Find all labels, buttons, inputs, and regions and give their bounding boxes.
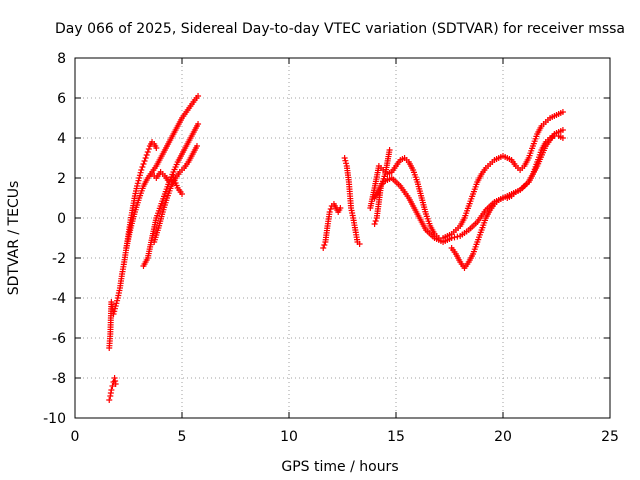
data-point-track-a <box>139 164 146 170</box>
x-tick-label: 10 <box>280 429 298 445</box>
data-point-track-a <box>144 149 151 155</box>
data-point-track-a <box>136 175 143 181</box>
data-point-track-g <box>320 245 327 251</box>
data-point-track-a <box>111 305 118 312</box>
data-point-track-a <box>134 183 141 189</box>
data-point-track-a <box>145 146 152 152</box>
data-point-track-h <box>342 157 349 164</box>
data-point-track-g <box>321 242 328 248</box>
data-point-track-a <box>141 158 148 164</box>
chart-title: Day 066 of 2025, Sidereal Day-to-day VTE… <box>55 21 625 37</box>
data-point-track-l <box>371 221 378 227</box>
data-point-track-g <box>337 205 344 211</box>
y-tick-label: -4 <box>52 291 66 307</box>
data-point-track-b <box>112 381 119 387</box>
data-point-track-j <box>451 234 458 241</box>
data-point-track-a <box>112 303 119 309</box>
data-point-track-a <box>143 152 150 158</box>
data-point-track-a <box>135 177 142 184</box>
data-point-track-a <box>137 169 144 176</box>
data-point-track-c <box>195 93 202 99</box>
x-tick-label: 0 <box>71 429 80 445</box>
data-point-track-g <box>326 209 333 215</box>
y-tick-label: 2 <box>57 171 66 187</box>
data-point-track-l <box>386 147 393 153</box>
plot-frame <box>74 57 611 419</box>
data-point-track-a <box>110 311 117 317</box>
data-point-track-a <box>134 180 141 187</box>
y-tick-label: -2 <box>52 251 66 267</box>
y-tick-label: 8 <box>57 51 66 67</box>
data-point-track-j <box>559 127 566 133</box>
grid <box>75 58 610 418</box>
data-point-track-g <box>327 206 334 212</box>
x-tick-label: 15 <box>387 429 405 445</box>
axis-ticks: 0 5 10 15 20 25 -10 -8 -6 -4 -2 0 2 4 6 8 <box>43 51 619 445</box>
x-axis-label: GPS time / hours <box>281 459 398 475</box>
data-points <box>106 93 566 403</box>
data-point-track-l <box>372 218 379 224</box>
y-tick-label: -8 <box>52 371 66 387</box>
x-tick-label: 25 <box>601 429 619 445</box>
data-point-track-h <box>343 160 350 167</box>
y-tick-label: -6 <box>52 331 66 347</box>
data-point-track-a <box>114 297 121 304</box>
x-tick-label: 20 <box>494 429 512 445</box>
data-point-track-a <box>153 145 160 151</box>
data-point-track-k <box>559 135 566 141</box>
data-point-track-f <box>179 191 185 197</box>
data-point-track-a <box>113 300 120 307</box>
data-point-track-a <box>140 161 147 167</box>
x-tick-label: 5 <box>178 429 187 445</box>
data-point-track-j <box>454 233 461 240</box>
y-tick-label: -10 <box>43 411 66 427</box>
data-point-track-b <box>109 383 116 389</box>
data-point-track-a <box>111 308 118 315</box>
y-tick-label: 0 <box>57 211 66 227</box>
data-point-track-b <box>108 387 115 393</box>
data-point-track-j <box>448 235 455 241</box>
data-point-track-b <box>106 397 113 403</box>
data-point-track-a <box>138 167 145 173</box>
y-axis-label: SDTVAR / TECUs <box>6 181 22 296</box>
data-point-track-a <box>136 172 143 179</box>
y-tick-label: 6 <box>57 91 66 107</box>
data-point-track-a <box>142 155 149 161</box>
data-point-track-i <box>559 109 566 115</box>
data-point-track-e <box>193 143 200 149</box>
y-tick-label: 4 <box>57 131 66 147</box>
data-point-track-d <box>195 121 202 127</box>
data-point-track-h <box>356 241 363 247</box>
data-point-track-h <box>341 155 348 161</box>
